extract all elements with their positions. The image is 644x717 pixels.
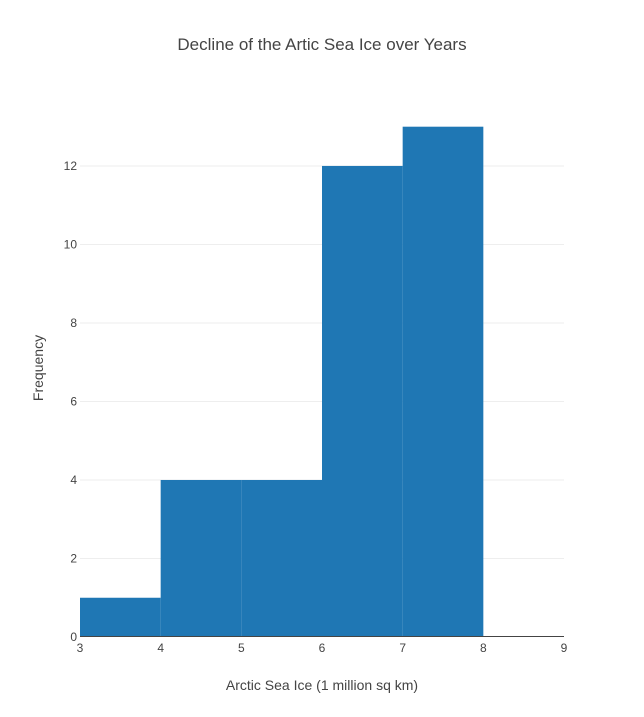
histogram-bar xyxy=(160,479,242,637)
y-tick-label: 4 xyxy=(70,473,77,487)
y-tick-label: 0 xyxy=(70,630,77,644)
histogram-bar xyxy=(80,597,161,637)
histogram-bar xyxy=(241,479,322,637)
x-tick-label: 3 xyxy=(77,641,84,655)
y-tick-label: 8 xyxy=(70,316,77,330)
x-tick-label: 5 xyxy=(238,641,245,655)
y-tick-label: 2 xyxy=(70,551,77,565)
y-axis-ticks: 0 2 4 6 8 10 12 xyxy=(64,159,78,644)
x-tick-label: 7 xyxy=(399,641,406,655)
chart-title: Decline of the Artic Sea Ice over Years xyxy=(177,35,466,54)
x-axis-title: Arctic Sea Ice (1 million sq km) xyxy=(226,677,418,693)
x-tick-label: 6 xyxy=(319,641,326,655)
y-tick-label: 10 xyxy=(64,237,78,251)
y-tick-label: 12 xyxy=(64,159,78,173)
x-tick-label: 8 xyxy=(480,641,487,655)
histogram-bar xyxy=(402,126,484,637)
bars xyxy=(80,126,484,637)
y-axis-title: Frequency xyxy=(30,335,46,401)
x-axis-ticks: 3 4 5 6 7 8 9 xyxy=(77,641,568,655)
y-tick-label: 6 xyxy=(70,394,77,408)
x-tick-label: 4 xyxy=(157,641,164,655)
histogram-bar xyxy=(322,165,403,637)
x-tick-label: 9 xyxy=(561,641,568,655)
